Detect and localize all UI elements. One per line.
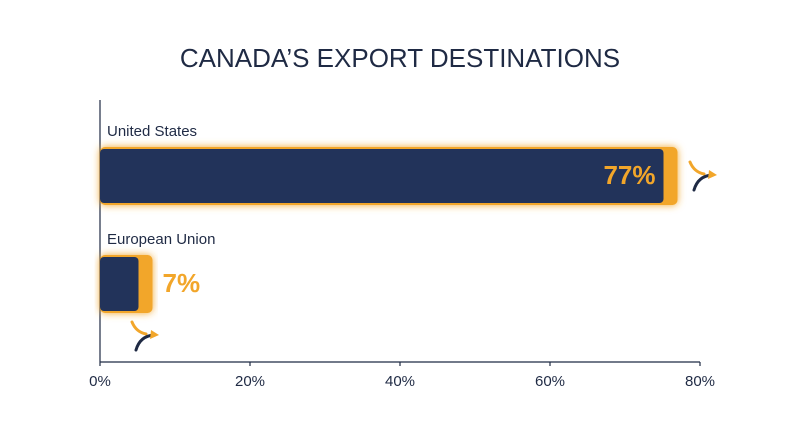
category-label: European Union bbox=[107, 231, 215, 248]
x-tick-label: 60% bbox=[535, 373, 565, 390]
category-label: United States bbox=[107, 123, 197, 140]
bar-inner bbox=[100, 257, 139, 311]
value-label: 7% bbox=[163, 268, 201, 298]
decorative-arrow bbox=[130, 160, 717, 352]
x-tick-label: 80% bbox=[685, 373, 715, 390]
chart-title: CANADA’S EXPORT DESTINATIONS bbox=[180, 43, 620, 73]
bar-inner bbox=[100, 149, 664, 203]
value-label: 77% bbox=[603, 160, 655, 190]
x-tick-label: 40% bbox=[385, 373, 415, 390]
x-tick-label: 20% bbox=[235, 373, 265, 390]
x-tick-label: 0% bbox=[89, 373, 111, 390]
